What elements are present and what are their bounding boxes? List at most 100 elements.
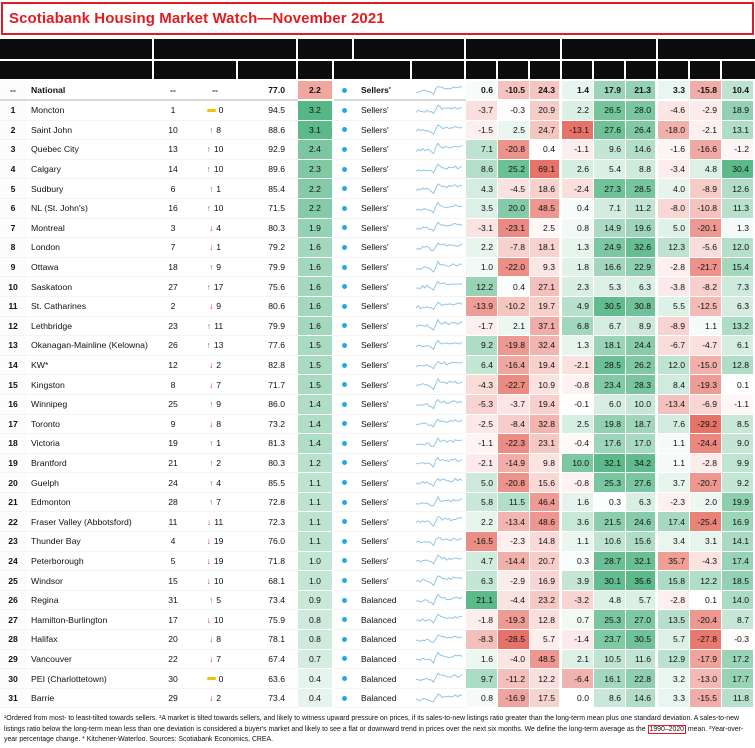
heatmap-value-cell: 4.0	[658, 179, 690, 199]
rank-change-cell: ↓ 19	[192, 552, 238, 572]
city-row: 4 Calgary 14 ↑ 10 89.6 2.3 Sellers' 8.6 25.2 69.1 2…	[0, 159, 755, 180]
heatmap-value-cell: 25.2	[498, 159, 530, 180]
rank-change-value: 17	[213, 281, 224, 292]
heatmap-value-cell: -19.8	[498, 336, 530, 356]
market-dot-cell	[334, 81, 354, 101]
sales-to-new-listings-ratio-cell: 67.4	[238, 650, 298, 670]
city-row: 29 Vancouver 22 ↓ 7 67.4 0.7 Balanced 1.6 -4.0 48.…	[0, 649, 755, 670]
table-header	[0, 39, 755, 79]
header-cell	[154, 61, 236, 79]
market-dot-cell	[334, 493, 354, 513]
city-row: 10 Saskatoon 27 ↑ 17 75.6 1.6 Sellers' 12.2 0.4 27…	[0, 277, 755, 297]
city-row: 24 Peterborough 5 ↓ 19 71.8 1.0 Sellers' 4.7 -14.…	[0, 551, 755, 572]
city-name: Peterborough	[26, 552, 154, 572]
market-dot-cell	[334, 238, 354, 258]
rank-change-cell: ↑ 2	[192, 454, 238, 474]
heatmap-value-cell: 0.7	[562, 610, 594, 631]
heatmap-value-cell: 17.7	[722, 669, 754, 689]
rank-down-icon: ↓	[206, 614, 211, 625]
heatmap-value-cell: 0.4	[498, 277, 530, 297]
deviation-cell: 1.2	[298, 453, 334, 474]
sales-to-new-listings-ratio-cell: 78.1	[238, 630, 298, 650]
city-name: Okanagan-Mainline (Kelowna)	[26, 336, 154, 356]
heatmap-value-cell: 2.2	[466, 512, 498, 533]
heatmap-value-cell: -15.5	[690, 688, 722, 709]
city-name: Quebec City	[26, 140, 154, 160]
sales-to-new-listings-ratio-cell: 89.6	[238, 160, 298, 180]
heatmap-value-cell: -20.4	[690, 610, 722, 631]
rank-change-cell: ↓ 8	[192, 415, 238, 435]
market-type-label: Sellers'	[354, 532, 412, 552]
header-cell	[594, 61, 624, 79]
rank-change-value: 0	[218, 673, 224, 684]
heatmap-value-cell: 5.5	[658, 296, 690, 317]
market-dot-cell	[334, 434, 354, 454]
market-balance-dot	[341, 362, 347, 368]
heatmap-value-cell: 24.6	[626, 512, 658, 533]
sales-to-new-listings-ratio-cell: 80.6	[238, 297, 298, 317]
heatmap-value-cell: 48.6	[530, 512, 562, 533]
rank-cell: 15	[0, 375, 26, 395]
sparkline-cell	[412, 473, 466, 493]
heatmap-value-cell: 0.1	[690, 590, 722, 611]
heatmap-value-cell: 14.6	[626, 688, 658, 709]
footnote-link[interactable]: 1990–2020	[647, 724, 687, 734]
rank-cell: 25	[0, 571, 26, 591]
heatmap-value-cell: 15.8	[658, 571, 690, 591]
rank-cell: 14	[0, 355, 26, 376]
heatmap-value-cell: 26.2	[626, 355, 658, 376]
city-name: Victoria	[26, 434, 154, 454]
rank-cell: 31	[0, 688, 26, 709]
heatmap-value-cell: 15.6	[530, 473, 562, 493]
city-name: Toronto	[26, 415, 154, 435]
deviation-cell: 1.1	[298, 492, 334, 513]
heatmap-value-cell: 10.9	[530, 375, 562, 395]
rank-up-icon: ↑	[208, 399, 214, 410]
market-type-label: Balanced	[354, 630, 412, 650]
heatmap-value-cell: -3.7	[466, 101, 498, 121]
heatmap-value-cell: -1.1	[562, 140, 594, 160]
market-type-label: Sellers'	[354, 199, 412, 219]
market-balance-dot	[341, 186, 347, 192]
heatmap-value-cell: 32.4	[530, 336, 562, 356]
heatmap-value-cell: 2.5	[530, 218, 562, 239]
market-balance-dot	[341, 578, 347, 584]
rank-change-value: 8	[216, 634, 222, 645]
rank-change-cell: ↓ 10	[192, 571, 238, 591]
city-name: Kingston	[26, 375, 154, 395]
heatmap-value-cell: 17.4	[658, 512, 690, 533]
market-balance-dot	[341, 107, 347, 113]
heatmap-value-cell: -16.4	[498, 355, 530, 376]
sales-to-new-listings-ratio-cell: 63.6	[238, 669, 298, 689]
market-balance-dot	[341, 597, 347, 603]
rank-cell: 18	[0, 434, 26, 454]
trend-sparkline	[415, 477, 463, 488]
heatmap-value-cell: 26.5	[594, 101, 626, 121]
heatmap-value-cell: 6.7	[594, 316, 626, 337]
rank-change-value: 1	[216, 242, 222, 253]
market-type-label: Sellers'	[354, 238, 412, 258]
deviation-cell: 2.2	[298, 179, 334, 199]
sparkline-cell	[412, 258, 466, 278]
rank-down-icon: ↓	[208, 301, 214, 312]
table-body: -- National -- -- 77.0 2.2 Sellers' 0.6 -10.5 24.…	[0, 81, 755, 709]
heatmap-value-cell: 2.1	[562, 649, 594, 670]
rank-change-value: 13	[213, 340, 224, 351]
heatmap-value-cell: -1.7	[466, 316, 498, 337]
sales-to-new-listings-ratio-cell: 81.3	[238, 434, 298, 454]
trend-sparkline	[415, 652, 463, 665]
heatmap-value-cell: 13.5	[658, 610, 690, 631]
header-cell	[626, 61, 656, 79]
heatmap-value-cell: -2.8	[658, 590, 690, 611]
market-type-label: Balanced	[354, 689, 412, 709]
heatmap-value-cell: 19.7	[530, 296, 562, 317]
heatmap-value-cell: 15.4	[722, 257, 754, 278]
heatmap-value-cell: -6.4	[562, 669, 594, 689]
heatmap-value-cell: -25.4	[690, 512, 722, 533]
market-dot-cell	[334, 395, 354, 415]
sparkline-cell	[412, 199, 466, 219]
sparkline-cell	[412, 140, 466, 160]
market-dot-cell	[334, 630, 354, 650]
heatmap-value-cell: 25.3	[594, 473, 626, 493]
heatmap-value-cell: -8.4	[498, 414, 530, 435]
